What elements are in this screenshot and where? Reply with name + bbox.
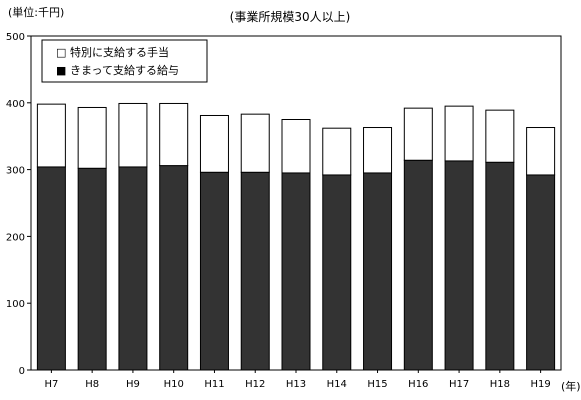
bar-special-allowance — [485, 109, 515, 163]
x-axis: H7 H8 H9 H10 H11 H12 H13 H14 H15 H16 H17 H18 H19 — [44, 370, 551, 390]
bar-regular-salary — [444, 160, 474, 371]
bar-special-allowance — [281, 119, 311, 174]
unit-label: (単位:千円) — [8, 5, 64, 19]
bar-special-allowance — [526, 127, 556, 176]
y-tick-label: 400 — [6, 99, 25, 110]
y-tick-label: 500 — [6, 32, 25, 43]
x-tick-label: H8 — [85, 379, 99, 390]
legend-label-series-1: きまって支給する給与 — [70, 63, 179, 77]
bar-special-allowance — [77, 106, 107, 169]
x-tick-label: H13 — [286, 379, 306, 390]
bar-regular-salary — [485, 161, 515, 371]
legend-marker-series-1: ■ — [56, 64, 66, 77]
bars-group — [36, 102, 556, 371]
bar-regular-salary — [240, 171, 270, 371]
x-tick-label: H19 — [530, 379, 550, 390]
x-tick-label: H18 — [490, 379, 510, 390]
bar-regular-salary — [159, 165, 189, 371]
y-tick-label: 100 — [6, 299, 25, 310]
x-tick-label: H17 — [449, 379, 469, 390]
bar-special-allowance — [36, 103, 66, 168]
legend-label-series-2: 特別に支給する手当 — [70, 45, 169, 59]
bar-regular-salary — [199, 171, 229, 371]
x-tick-label: H15 — [367, 379, 387, 390]
x-tick-label: H12 — [245, 379, 265, 390]
x-tick-label: H14 — [327, 379, 347, 390]
bar-regular-salary — [322, 174, 352, 371]
x-tick-label: H10 — [164, 379, 184, 390]
y-tick-label: 0 — [19, 366, 25, 377]
legend-marker-series-2: □ — [56, 46, 66, 59]
x-tick-label: H9 — [126, 379, 140, 390]
y-tick-label: 300 — [6, 166, 25, 177]
bar-regular-salary — [363, 172, 393, 371]
bar-special-allowance — [199, 114, 229, 173]
bar-special-allowance — [444, 105, 474, 162]
x-tick-label: H7 — [44, 379, 58, 390]
bar-regular-salary — [403, 159, 433, 371]
legend-box — [41, 39, 208, 83]
bar-special-allowance — [363, 127, 393, 174]
bar-special-allowance — [322, 127, 352, 176]
chart-title: (事業所規模30人以上) — [230, 9, 351, 24]
bar-regular-salary — [36, 166, 66, 371]
x-tick-label: H16 — [408, 379, 428, 390]
bar-regular-salary — [281, 172, 311, 371]
bar-special-allowance — [118, 102, 148, 168]
bar-special-allowance — [159, 102, 189, 167]
bar-special-allowance — [403, 107, 433, 161]
bar-regular-salary — [118, 166, 148, 371]
y-axis: 0 100 200 300 400 500 — [6, 32, 31, 377]
y-tick-label: 200 — [6, 232, 25, 243]
bar-regular-salary — [526, 174, 556, 371]
x-tick-label: H11 — [204, 379, 224, 390]
legend: □ 特別に支給する手当 ■ きまって支給する給与 — [41, 39, 208, 83]
x-unit-label: (年) — [561, 379, 581, 393]
bar-special-allowance — [240, 113, 270, 173]
bar-regular-salary — [77, 167, 107, 371]
